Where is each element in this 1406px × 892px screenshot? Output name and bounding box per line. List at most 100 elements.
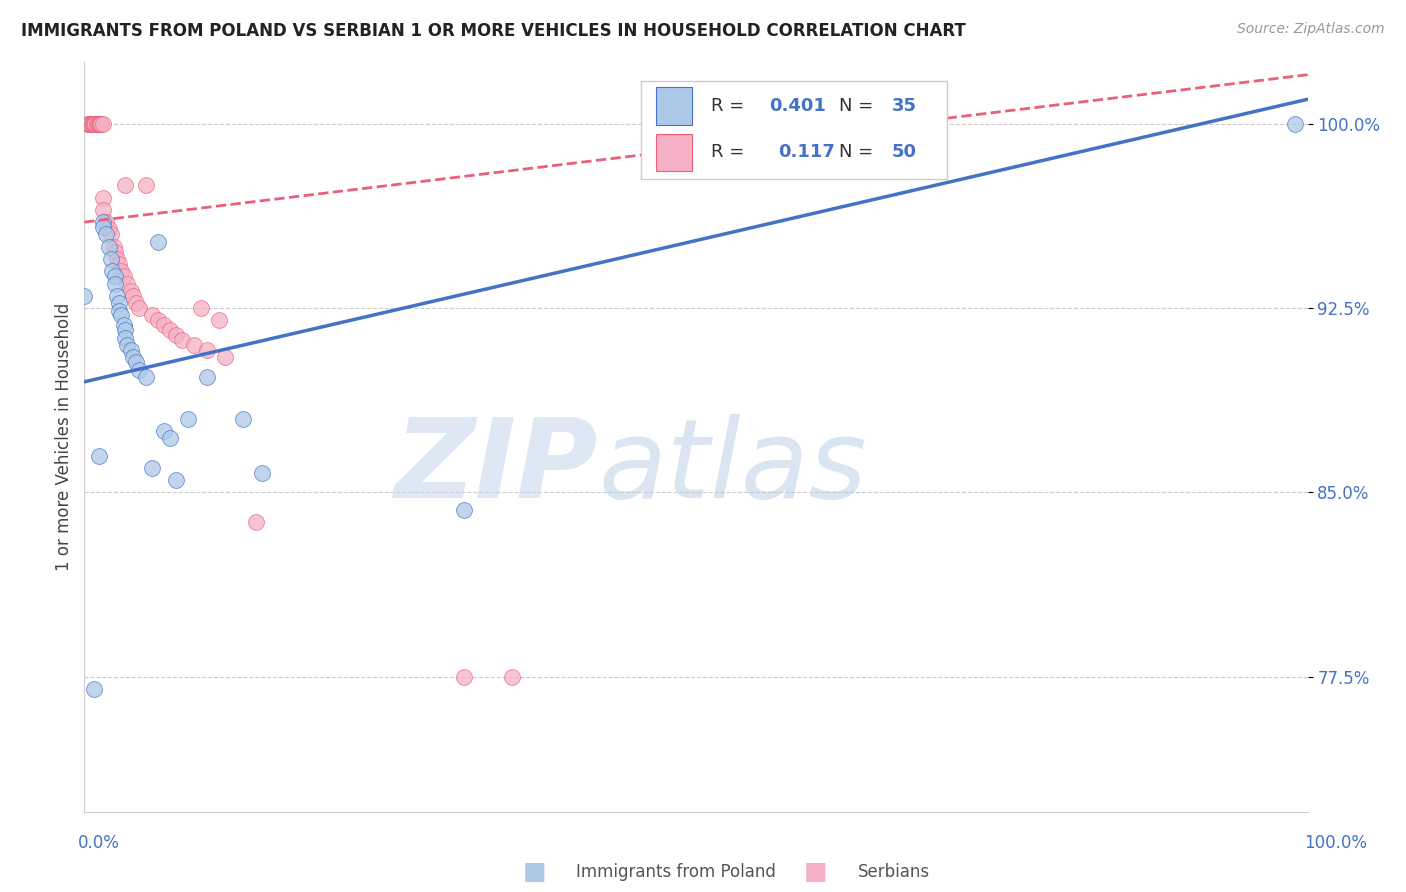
- Point: [112, 269, 135, 284]
- Point: [115, 338, 138, 352]
- Text: IMMIGRANTS FROM POLAND VS SERBIAN 1 OR MORE VEHICLES IN HOUSEHOLD CORRELATION CH: IMMIGRANTS FROM POLAND VS SERBIAN 1 OR M…: [21, 22, 966, 40]
- Text: atlas: atlas: [598, 414, 866, 521]
- Point: [77, 117, 100, 131]
- Point: [101, 264, 124, 278]
- Point: [84, 117, 107, 131]
- Point: [89, 117, 111, 131]
- Point: [125, 355, 148, 369]
- Point: [105, 289, 128, 303]
- Point: [114, 323, 136, 337]
- Point: [80, 117, 103, 131]
- Point: [87, 117, 110, 131]
- Text: N =: N =: [839, 97, 879, 115]
- Point: [86, 117, 108, 131]
- Point: [128, 362, 150, 376]
- Point: [114, 330, 136, 344]
- Text: ■: ■: [523, 861, 546, 884]
- Point: [159, 323, 181, 337]
- Point: [91, 202, 114, 217]
- Text: 0.401: 0.401: [769, 97, 827, 115]
- Text: ZIP: ZIP: [395, 414, 598, 521]
- Text: ■: ■: [804, 861, 827, 884]
- Point: [214, 350, 236, 364]
- Text: 100.0%: 100.0%: [1305, 834, 1367, 852]
- Text: N =: N =: [839, 144, 879, 161]
- FancyBboxPatch shape: [655, 134, 692, 171]
- Text: 0.117: 0.117: [778, 144, 835, 161]
- Point: [110, 264, 132, 278]
- Point: [172, 333, 194, 347]
- Point: [122, 350, 145, 364]
- Point: [232, 411, 254, 425]
- Point: [83, 117, 105, 131]
- Point: [104, 244, 127, 259]
- Text: Immigrants from Poland: Immigrants from Poland: [576, 863, 776, 881]
- FancyBboxPatch shape: [655, 87, 692, 125]
- Point: [195, 343, 218, 357]
- Point: [105, 252, 128, 266]
- Point: [141, 460, 163, 475]
- Point: [91, 220, 114, 235]
- Point: [153, 318, 176, 333]
- Point: [103, 240, 125, 254]
- Point: [120, 343, 142, 357]
- Point: [90, 117, 112, 131]
- Point: [115, 277, 138, 291]
- Point: [120, 284, 142, 298]
- Point: [91, 215, 114, 229]
- Point: [100, 227, 122, 242]
- Point: [159, 431, 181, 445]
- Point: [183, 338, 205, 352]
- Point: [87, 449, 110, 463]
- Point: [80, 117, 103, 131]
- Point: [97, 222, 120, 236]
- Point: [112, 318, 135, 333]
- Point: [83, 681, 105, 696]
- Text: 0.0%: 0.0%: [77, 834, 120, 852]
- Point: [83, 117, 105, 131]
- Point: [96, 227, 118, 242]
- Point: [110, 309, 132, 323]
- Point: [97, 240, 120, 254]
- Point: [104, 269, 127, 284]
- Point: [122, 289, 145, 303]
- Point: [107, 296, 129, 310]
- Point: [135, 370, 157, 384]
- Text: 50: 50: [891, 144, 917, 161]
- Point: [89, 117, 111, 131]
- Text: R =: R =: [710, 144, 755, 161]
- Point: [104, 277, 127, 291]
- Point: [96, 215, 118, 229]
- Point: [146, 235, 169, 249]
- Text: R =: R =: [710, 97, 749, 115]
- Point: [165, 473, 187, 487]
- Point: [100, 252, 122, 266]
- Point: [107, 257, 129, 271]
- Point: [82, 117, 104, 131]
- Point: [190, 301, 212, 315]
- Point: [165, 328, 187, 343]
- Y-axis label: 1 or more Vehicles in Household: 1 or more Vehicles in Household: [55, 303, 73, 571]
- Point: [250, 466, 273, 480]
- Point: [177, 411, 200, 425]
- Point: [1284, 117, 1306, 131]
- Point: [502, 670, 524, 684]
- Point: [114, 178, 136, 193]
- Point: [208, 313, 231, 327]
- Point: [195, 370, 218, 384]
- Text: 35: 35: [891, 97, 917, 115]
- Point: [91, 190, 114, 204]
- Point: [87, 117, 110, 131]
- Point: [146, 313, 169, 327]
- Point: [91, 117, 114, 131]
- Point: [125, 296, 148, 310]
- FancyBboxPatch shape: [641, 81, 946, 178]
- Point: [153, 424, 176, 438]
- Point: [453, 502, 475, 516]
- Text: Serbians: Serbians: [858, 863, 929, 881]
- Point: [135, 178, 157, 193]
- Point: [107, 303, 129, 318]
- Point: [77, 117, 100, 131]
- Point: [245, 515, 267, 529]
- Point: [453, 670, 475, 684]
